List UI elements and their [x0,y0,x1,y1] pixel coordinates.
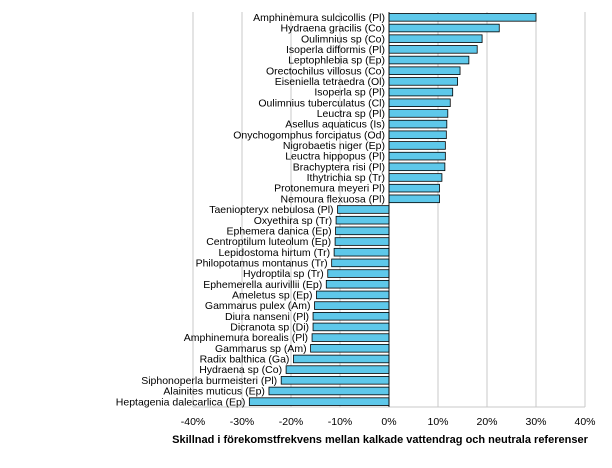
category-label: Taeniopteryx nebulosa (Pl) [209,204,333,216]
x-tick-label: -40% [181,416,206,428]
bar [388,34,483,43]
category-label: Oxyethira sp (Tr) [254,215,332,227]
x-tick-label: 10% [427,416,448,428]
category-label: Brachyptera risi (Pl) [293,161,385,173]
bar [312,322,390,332]
x-tick-label: 40% [574,416,595,428]
bar [312,312,390,321]
bar [388,183,440,193]
category-label: Radix balthica (Ga) [200,354,290,366]
bar [331,258,390,268]
bar [337,205,390,214]
category-label: Ameletus sp (Ep) [232,290,313,302]
bar [335,215,390,225]
bar [388,194,440,204]
category-label: Amphinemura borealis (Pl) [184,332,308,344]
category-label: Centroptilum luteolum (Ep) [206,236,331,248]
bar [388,151,446,161]
category-label: Heptagenia dalecarlica (Ep) [116,396,246,408]
category-labels: Amphinemura sulcicollis (Pl)Hydraena gra… [116,12,385,408]
category-label: Protonemura meyeri Pl) [274,183,385,195]
bar [388,55,470,65]
category-label: Hydraena gracilis (Co) [281,23,385,35]
bar [388,13,537,22]
category-label: Oulimnius tuberculatus (Cl) [258,97,385,109]
category-label: Oulimnius sp (Co) [301,33,385,45]
bar [388,173,443,182]
category-label: Hydraena sp (Co) [199,364,282,376]
category-label: Hydroptila sp (Tr) [243,268,324,280]
bar [388,130,447,140]
bar [311,333,390,342]
bar [248,397,390,406]
bar [335,226,390,236]
x-tick-label: -30% [230,416,255,428]
category-label: Orectochilus villosus (Co) [266,65,385,77]
bar [388,77,458,86]
x-tick-label: -20% [279,416,304,428]
category-label: Diura nanseni (Pl) [225,311,309,323]
category-label: Gammarus pulex (Am) [205,300,311,312]
category-label: Gammarus sp (Am) [215,343,307,355]
bar [388,162,446,172]
category-label: Ephemera danica (Ep) [227,225,332,237]
x-axis-title: Skillnad i förekomstfrekvens mellan kalk… [172,434,588,446]
bar [388,45,478,54]
x-axis-ticks: -40% -30% -20% -10% 0% 10% 20% 30% 40% [181,416,596,428]
bar [325,279,390,289]
bar [388,119,448,129]
x-tick-label: 0% [381,416,396,428]
bar [314,301,390,310]
bar [388,141,446,150]
category-label: Nemoura flexuosa (Pl) [281,193,385,205]
category-label: Amphinemura sulcicollis (Pl) [253,12,385,24]
x-tick-label: -10% [328,416,353,428]
bar [388,109,449,118]
bar [334,237,390,246]
category-label: Leuctra sp (Pl) [317,108,385,120]
category-label: Leptophlebia sp (Ep) [288,55,385,67]
bar [310,344,390,353]
category-label: Dicranota sp (Di) [230,322,309,334]
bar [268,386,390,396]
category-label: Asellus aquaticus (Is) [285,119,385,131]
category-label: Onychogomphus forcipatus (Od) [233,129,385,141]
bar [316,290,390,300]
bar [388,66,461,75]
category-label: Ithytrichia sp (Tr) [307,172,385,184]
category-label: Leuctra hippopus (Pl) [285,151,385,163]
bar [388,98,451,107]
category-label: Isoperla difformis (Pl) [286,44,385,56]
bar [285,365,390,374]
bar [388,87,454,97]
category-label: Philopotamus montanus (Tr) [196,257,328,269]
x-tick-label: 20% [476,416,497,428]
category-label: Isoperla sp (Pl) [314,87,385,99]
category-label: Nigrobaetis niger (Ep) [283,140,385,152]
x-tick-label: 30% [525,416,546,428]
category-label: Siphonoperla burmeisteri (Pl) [141,375,277,387]
bar [327,269,390,278]
bar [280,376,390,385]
bar [293,354,390,364]
bar-layer [248,12,537,407]
category-label: Ephemerella aurivillii (Ep) [203,279,322,291]
category-label: Alainites muticus (Ep) [163,386,265,398]
category-label: Eiseniella tetraedra (Ol) [275,76,385,88]
bar [388,23,500,33]
bar [333,247,390,257]
category-label: Lepidostoma hirtum (Tr) [218,247,330,259]
